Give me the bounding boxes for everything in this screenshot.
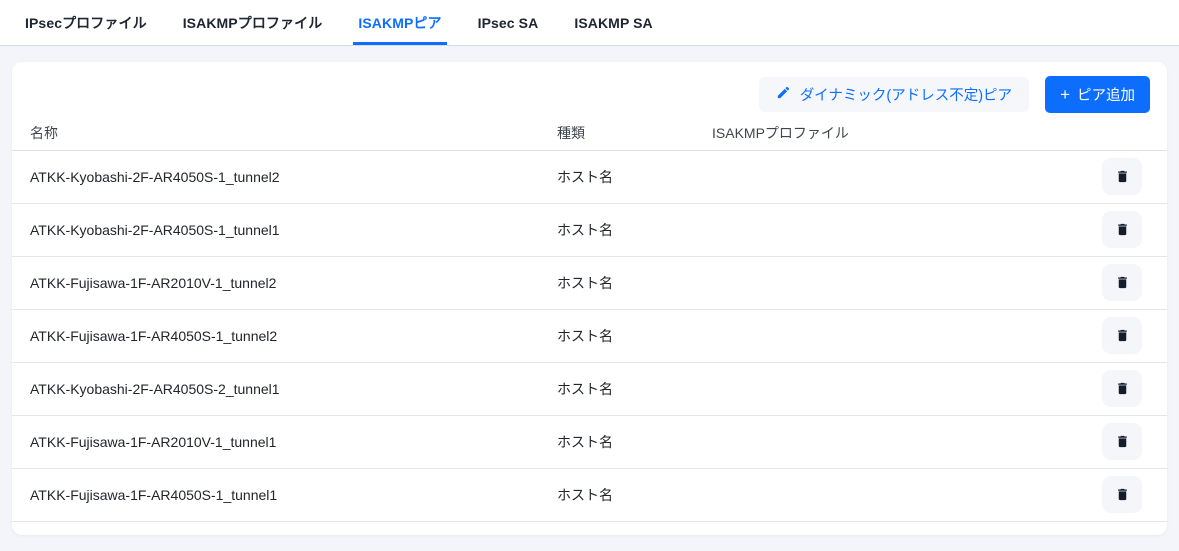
tab-isakmp-profile[interactable]: ISAKMPプロファイル bbox=[182, 14, 323, 31]
peer-name: ATKK-Fujisawa-1F-AR4050S-1_tunnel1 bbox=[12, 468, 557, 522]
column-header-name: 名称 bbox=[12, 116, 557, 151]
table-row: ATKK-Fujisawa-1F-AR2010V-1_tunnel2 ホスト名 bbox=[12, 256, 1167, 310]
peer-type: ホスト名 bbox=[557, 256, 712, 310]
delete-button[interactable] bbox=[1102, 317, 1142, 354]
column-header-actions bbox=[1077, 116, 1167, 151]
peer-table: 名称 種類 ISAKMPプロファイル ATKK-Kyobashi-2F-AR40… bbox=[12, 116, 1167, 522]
peer-type: ホスト名 bbox=[557, 150, 712, 204]
peer-name: ATKK-Kyobashi-2F-AR4050S-2_tunnel1 bbox=[12, 362, 557, 416]
row-actions bbox=[1077, 309, 1167, 363]
table-row: ATKK-Fujisawa-1F-AR4050S-1_tunnel2 ホスト名 bbox=[12, 309, 1167, 363]
pencil-icon bbox=[776, 85, 791, 104]
peer-profile bbox=[712, 362, 1077, 416]
peer-name: ATKK-Fujisawa-1F-AR2010V-1_tunnel1 bbox=[12, 415, 557, 469]
peer-type: ホスト名 bbox=[557, 309, 712, 363]
peer-type: ホスト名 bbox=[557, 362, 712, 416]
row-actions bbox=[1077, 362, 1167, 416]
table-header-row: 名称 種類 ISAKMPプロファイル bbox=[12, 116, 1167, 151]
row-actions bbox=[1077, 150, 1167, 204]
peer-type: ホスト名 bbox=[557, 468, 712, 522]
peer-profile bbox=[712, 415, 1077, 469]
isakmp-peer-panel: ダイナミック(アドレス不定)ピア + ピア追加 名称 種類 ISAKMPプロファ… bbox=[12, 62, 1167, 535]
tab-ipsec-sa[interactable]: IPsec SA bbox=[477, 14, 539, 31]
row-actions bbox=[1077, 256, 1167, 310]
trash-icon bbox=[1115, 275, 1130, 290]
table-row: ATKK-Fujisawa-1F-AR4050S-1_tunnel1 ホスト名 bbox=[12, 468, 1167, 522]
tab-ipsec-profile[interactable]: IPsecプロファイル bbox=[25, 14, 147, 31]
plus-icon: + bbox=[1060, 85, 1070, 104]
delete-button[interactable] bbox=[1102, 370, 1142, 407]
trash-icon bbox=[1115, 434, 1130, 449]
column-header-profile: ISAKMPプロファイル bbox=[712, 116, 1077, 151]
peer-profile bbox=[712, 468, 1077, 522]
toolbar: ダイナミック(アドレス不定)ピア + ピア追加 bbox=[12, 62, 1167, 116]
delete-button[interactable] bbox=[1102, 476, 1142, 513]
delete-button[interactable] bbox=[1102, 158, 1142, 195]
table-row: ATKK-Fujisawa-1F-AR2010V-1_tunnel1 ホスト名 bbox=[12, 415, 1167, 469]
peer-type: ホスト名 bbox=[557, 203, 712, 257]
peer-type: ホスト名 bbox=[557, 415, 712, 469]
trash-icon bbox=[1115, 381, 1130, 396]
trash-icon bbox=[1115, 169, 1130, 184]
trash-icon bbox=[1115, 328, 1130, 343]
tab-isakmp-peer[interactable]: ISAKMPピア bbox=[353, 0, 447, 45]
delete-button[interactable] bbox=[1102, 423, 1142, 460]
table-row: ATKK-Kyobashi-2F-AR4050S-2_tunnel1 ホスト名 bbox=[12, 362, 1167, 416]
add-peer-button[interactable]: + ピア追加 bbox=[1045, 76, 1150, 113]
delete-button[interactable] bbox=[1102, 211, 1142, 248]
peer-profile bbox=[712, 150, 1077, 204]
peer-name: ATKK-Fujisawa-1F-AR4050S-1_tunnel2 bbox=[12, 309, 557, 363]
trash-icon bbox=[1115, 222, 1130, 237]
peer-profile bbox=[712, 256, 1077, 310]
peer-name: ATKK-Kyobashi-2F-AR4050S-1_tunnel1 bbox=[12, 203, 557, 257]
delete-button[interactable] bbox=[1102, 264, 1142, 301]
tab-isakmp-sa[interactable]: ISAKMP SA bbox=[574, 14, 653, 31]
dynamic-peer-button[interactable]: ダイナミック(アドレス不定)ピア bbox=[758, 77, 1030, 112]
peer-name: ATKK-Fujisawa-1F-AR2010V-1_tunnel2 bbox=[12, 256, 557, 310]
row-actions bbox=[1077, 415, 1167, 469]
column-header-type: 種類 bbox=[557, 116, 712, 151]
trash-icon bbox=[1115, 487, 1130, 502]
dynamic-peer-button-label: ダイナミック(アドレス不定)ピア bbox=[799, 88, 1013, 104]
peer-profile bbox=[712, 203, 1077, 257]
add-peer-button-label: ピア追加 bbox=[1077, 88, 1135, 104]
table-row: ATKK-Kyobashi-2F-AR4050S-1_tunnel2 ホスト名 bbox=[12, 150, 1167, 204]
peer-profile bbox=[712, 309, 1077, 363]
table-row: ATKK-Kyobashi-2F-AR4050S-1_tunnel1 ホスト名 bbox=[12, 203, 1167, 257]
peer-name: ATKK-Kyobashi-2F-AR4050S-1_tunnel2 bbox=[12, 150, 557, 204]
row-actions bbox=[1077, 468, 1167, 522]
row-actions bbox=[1077, 203, 1167, 257]
tab-bar: IPsecプロファイル ISAKMPプロファイル ISAKMPピア IPsec … bbox=[0, 0, 1179, 46]
